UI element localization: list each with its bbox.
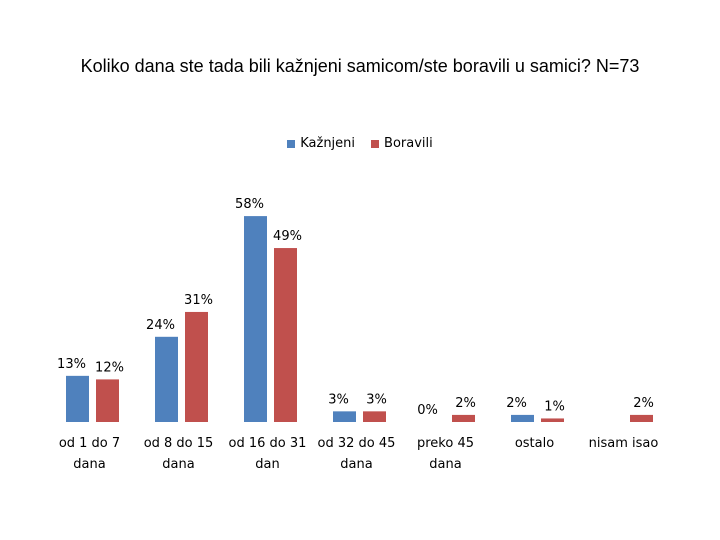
legend-item-boravili: Boravili <box>371 136 433 151</box>
bar-kaznjeni-1 <box>155 336 178 422</box>
value-label-boravili-0: 12% <box>95 360 124 375</box>
legend-swatch-kaznjeni <box>287 139 296 148</box>
bar-boravili-4 <box>452 414 475 422</box>
value-label-boravili-5: 1% <box>544 399 565 414</box>
value-label-kaznjeni-1: 24% <box>146 318 175 333</box>
bar-boravili-6 <box>630 414 653 422</box>
chart-title: Koliko dana ste tada bili kažnjeni samic… <box>80 56 640 76</box>
value-label-kaznjeni-0: 13% <box>57 357 86 372</box>
category-label-1: od 8 do 15 dana <box>144 436 214 472</box>
value-label-boravili-6: 2% <box>633 396 654 411</box>
bar-boravili-5 <box>541 418 564 422</box>
bar-boravili-3 <box>363 411 386 422</box>
category-label-0: od 1 do 7 dana <box>59 436 120 472</box>
bar-kaznjeni-0 <box>66 375 89 422</box>
value-label-boravili-2: 49% <box>273 229 302 244</box>
bar-kaznjeni-5 <box>511 414 534 422</box>
value-label-kaznjeni-4: 0% <box>417 403 438 418</box>
value-label-kaznjeni-2: 58% <box>235 197 264 212</box>
value-label-boravili-3: 3% <box>366 392 387 407</box>
bar-boravili-0 <box>96 379 119 422</box>
legend-label-kaznjeni: Kažnjeni <box>300 136 356 151</box>
legend-swatch-boravili <box>371 139 380 148</box>
category-label-6: nisam isao <box>589 436 659 451</box>
category-label-2: od 16 do 31 dan <box>229 436 307 472</box>
bar-boravili-1 <box>185 311 208 422</box>
value-label-kaznjeni-5: 2% <box>506 396 527 411</box>
legend-item-kaznjeni: Kažnjeni <box>287 136 355 151</box>
value-label-boravili-4: 2% <box>455 396 476 411</box>
legend: Kažnjeni Boravili <box>0 136 720 151</box>
bar-boravili-2 <box>274 248 297 422</box>
legend-label-boravili: Boravili <box>384 136 433 151</box>
category-label-4: preko 45 dana <box>417 436 474 472</box>
category-label-3: od 32 do 45 dana <box>318 436 396 472</box>
category-label-5: ostalo <box>515 436 554 451</box>
value-label-kaznjeni-3: 3% <box>328 392 349 407</box>
value-label-boravili-1: 31% <box>184 293 213 308</box>
bar-kaznjeni-2 <box>244 216 267 422</box>
bar-kaznjeni-3 <box>333 411 356 422</box>
